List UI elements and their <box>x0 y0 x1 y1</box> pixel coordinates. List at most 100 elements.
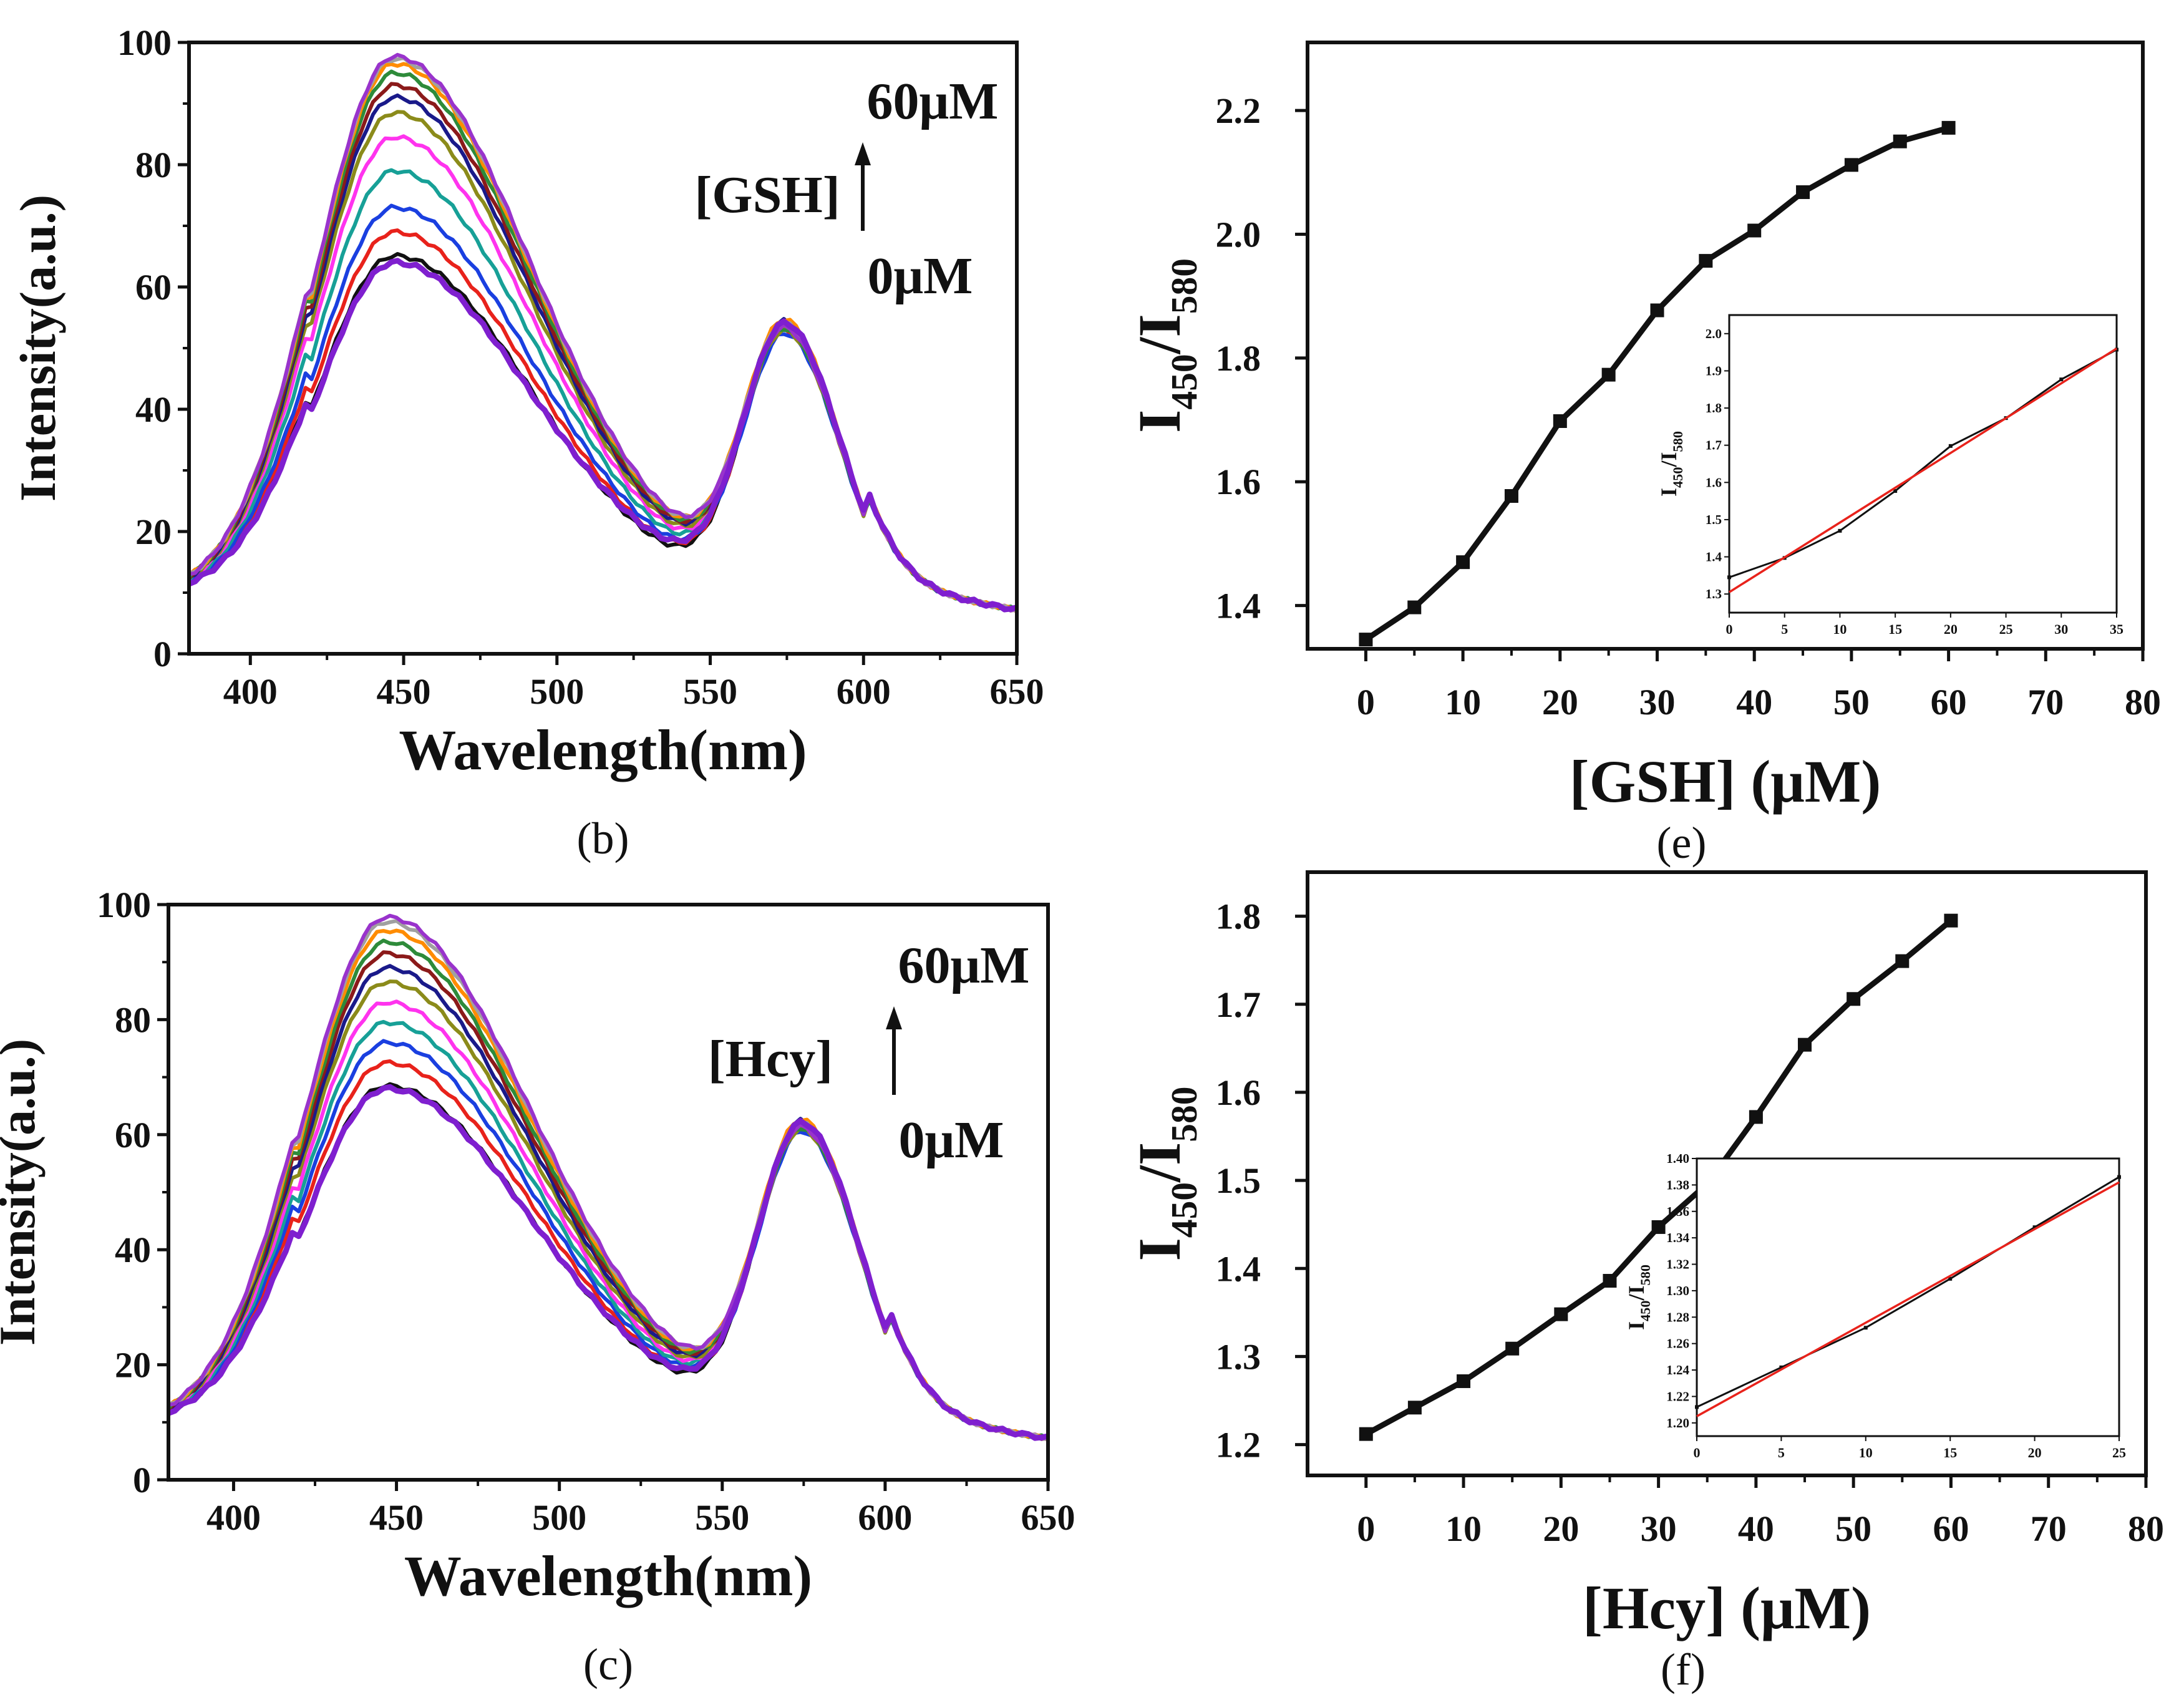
data-point <box>1651 1220 1666 1234</box>
inset-data-point <box>1948 1276 1953 1281</box>
y-tick-label: 40 <box>115 1230 151 1270</box>
annotation-bottom: 0μM <box>868 247 973 305</box>
ylabel-part: /I <box>1126 1142 1193 1183</box>
annotation-analyte: [Hcy] <box>708 1030 833 1088</box>
data-point <box>1941 120 1956 135</box>
inset-y-tick-label: 1.24 <box>1666 1363 1689 1377</box>
x-tick-label: 30 <box>1641 1508 1677 1549</box>
x-tick-label: 600 <box>837 671 891 712</box>
y-tick-label: 1.7 <box>1216 984 1261 1025</box>
data-point <box>1844 158 1858 172</box>
ylabel-part: 450 <box>1163 354 1205 409</box>
ylabel-part: 580 <box>1163 1087 1205 1142</box>
inset-x-tick-label: 10 <box>1833 621 1847 637</box>
inset-y-tick-label: 1.8 <box>1706 401 1722 415</box>
y-tick-label: 1.6 <box>1216 1072 1261 1113</box>
y-axis-label: Intensity(a.u.) <box>0 1039 46 1346</box>
data-point <box>1699 254 1713 268</box>
inset-y-tick-label: 1.7 <box>1706 438 1722 453</box>
x-axis-label: Wavelength(nm) <box>404 1544 812 1608</box>
y-tick-label: 100 <box>117 22 172 63</box>
ylabel-part: 450 <box>1163 1182 1205 1238</box>
panel-label: (f) <box>1661 1644 1706 1694</box>
inset-fit-line <box>1729 347 2117 593</box>
y-tick-label: 60 <box>115 1115 151 1155</box>
annotation-arrowhead <box>886 1006 902 1029</box>
ylabel-part: I <box>1656 488 1681 497</box>
data-point <box>1504 489 1518 503</box>
inset-data-point <box>2117 1175 2121 1179</box>
inset-x-tick-label: 25 <box>2112 1445 2126 1460</box>
x-tick-label: 50 <box>1833 682 1870 722</box>
x-tick-label: 10 <box>1445 682 1481 722</box>
inset-x-tick-label: 15 <box>1943 1445 1957 1460</box>
ylabel-part: 580 <box>1670 431 1686 452</box>
spectrum-line-12 <box>167 1084 1049 1441</box>
y-tick-label: 2.2 <box>1216 90 1261 131</box>
x-tick-label: 60 <box>1933 1508 1969 1549</box>
inset-data-point <box>1893 489 1898 493</box>
inset-y-tick-label: 1.30 <box>1666 1283 1689 1298</box>
data-point <box>1359 633 1373 647</box>
spectra-series-group <box>187 52 1018 613</box>
y-tick-label: 60 <box>135 267 172 308</box>
data-point <box>1798 1037 1812 1052</box>
data-point <box>1944 913 1958 928</box>
data-point <box>1407 1401 1422 1415</box>
x-tick-label: 50 <box>1835 1508 1871 1549</box>
data-point <box>1747 223 1762 238</box>
x-tick-label: 450 <box>377 671 431 712</box>
spectrum-line-5 <box>188 110 1017 613</box>
ylabel-part: 580 <box>1638 1265 1653 1285</box>
panel-c: 400 450 500 550 600 650 0 20 40 60 80 100 Wavelength… <box>0 885 1075 1689</box>
inset-data-point <box>1863 1326 1868 1330</box>
inset-y-tick-label: 1.9 <box>1706 363 1722 378</box>
panel-label: (e) <box>1657 818 1707 868</box>
spectrum-line-7 <box>187 82 1017 612</box>
x-axis-label: Wavelength(nm) <box>399 718 807 782</box>
x-tick-label: 40 <box>1736 682 1772 722</box>
y-tick-label: 1.6 <box>1216 462 1261 502</box>
spectrum-line-2 <box>167 1039 1049 1440</box>
ylabel-part: I <box>1624 1321 1649 1330</box>
ylabel-part: 450 <box>1638 1301 1653 1321</box>
data-point <box>1603 1274 1617 1288</box>
x-tick-label: 80 <box>2128 1508 2164 1549</box>
panel-label: (b) <box>577 814 629 863</box>
x-tick-label: 550 <box>683 671 737 712</box>
x-tick-label: 70 <box>2031 1508 2067 1549</box>
inset-y-tick-label: 1.3 <box>1706 586 1722 601</box>
x-tick-label: 80 <box>2125 682 2161 722</box>
inset-data-point <box>1838 528 1842 533</box>
inset-x-tick-label: 25 <box>1999 621 2013 637</box>
annotation-top: 60μM <box>898 936 1030 994</box>
y-axis-label: I450/I580 <box>1126 258 1205 433</box>
y-tick-label: 80 <box>135 145 172 185</box>
panel-b: 400 450 500 550 600 650 0 20 40 60 80 100 Wavelength… <box>9 22 1044 863</box>
plot-frame <box>1306 870 2148 1477</box>
y-tick-label: 1.8 <box>1216 896 1261 937</box>
inset-x-tick-label: 5 <box>1781 621 1788 637</box>
data-point <box>1359 1427 1373 1441</box>
x-tick-label: 400 <box>223 671 278 712</box>
data-point <box>1601 367 1616 382</box>
inset-x-tick-label: 30 <box>2054 621 2068 637</box>
y-tick-label: 1.8 <box>1216 338 1261 379</box>
ylabel-part: 450 <box>1670 467 1686 488</box>
inset-y-tick-label: 2.0 <box>1706 326 1722 341</box>
annotation-arrowhead <box>855 142 871 165</box>
data-point <box>1893 134 1907 148</box>
inset-x-tick-label: 20 <box>2028 1445 2042 1460</box>
inset-y-tick-label: 1.38 <box>1666 1177 1689 1192</box>
y-tick-label: 20 <box>135 512 172 552</box>
x-tick-label: 20 <box>1543 1508 1579 1549</box>
data-point <box>1796 185 1810 200</box>
data-point <box>1650 303 1664 318</box>
x-tick-label: 500 <box>530 671 584 712</box>
x-tick-label: 70 <box>2027 682 2064 722</box>
ylabel-part: /I <box>1126 314 1193 354</box>
annotation-top: 60μM <box>867 72 999 130</box>
x-tick-label: 450 <box>369 1497 424 1538</box>
inset-y-tick-label: 1.6 <box>1706 475 1722 490</box>
y-axis-label: I450/I580 <box>1126 1087 1205 1261</box>
